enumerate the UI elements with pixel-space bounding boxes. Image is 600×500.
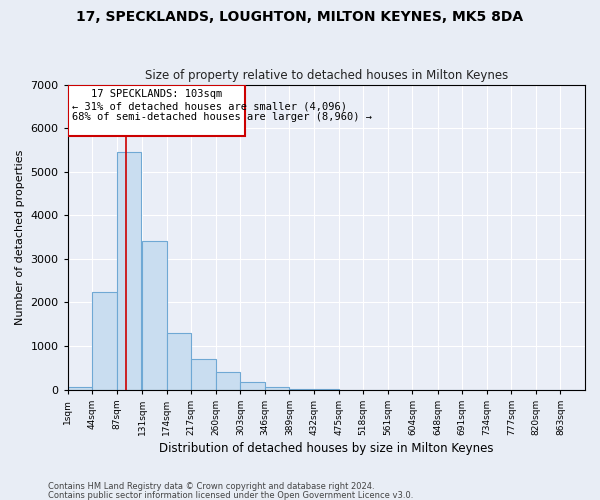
Y-axis label: Number of detached properties: Number of detached properties: [15, 150, 25, 325]
Text: Contains public sector information licensed under the Open Government Licence v3: Contains public sector information licen…: [48, 490, 413, 500]
Bar: [92, 292, 117, 390]
Bar: [117, 152, 142, 390]
Text: Contains HM Land Registry data © Crown copyright and database right 2024.: Contains HM Land Registry data © Crown c…: [48, 482, 374, 491]
Text: 68% of semi-detached houses are larger (8,960) →: 68% of semi-detached houses are larger (…: [72, 112, 372, 122]
Text: 17, SPECKLANDS, LOUGHTON, MILTON KEYNES, MK5 8DA: 17, SPECKLANDS, LOUGHTON, MILTON KEYNES,…: [76, 10, 524, 24]
Bar: [216, 372, 241, 390]
Text: 17 SPECKLANDS: 103sqm: 17 SPECKLANDS: 103sqm: [91, 89, 222, 99]
Bar: [289, 389, 314, 390]
Bar: [68, 388, 92, 390]
FancyBboxPatch shape: [68, 86, 245, 136]
X-axis label: Distribution of detached houses by size in Milton Keynes: Distribution of detached houses by size …: [159, 442, 494, 455]
Bar: [241, 382, 265, 390]
Text: ← 31% of detached houses are smaller (4,096): ← 31% of detached houses are smaller (4,…: [72, 102, 347, 112]
Title: Size of property relative to detached houses in Milton Keynes: Size of property relative to detached ho…: [145, 69, 508, 82]
Bar: [191, 359, 216, 390]
Bar: [265, 387, 289, 390]
Bar: [142, 242, 167, 390]
Bar: [167, 333, 191, 390]
